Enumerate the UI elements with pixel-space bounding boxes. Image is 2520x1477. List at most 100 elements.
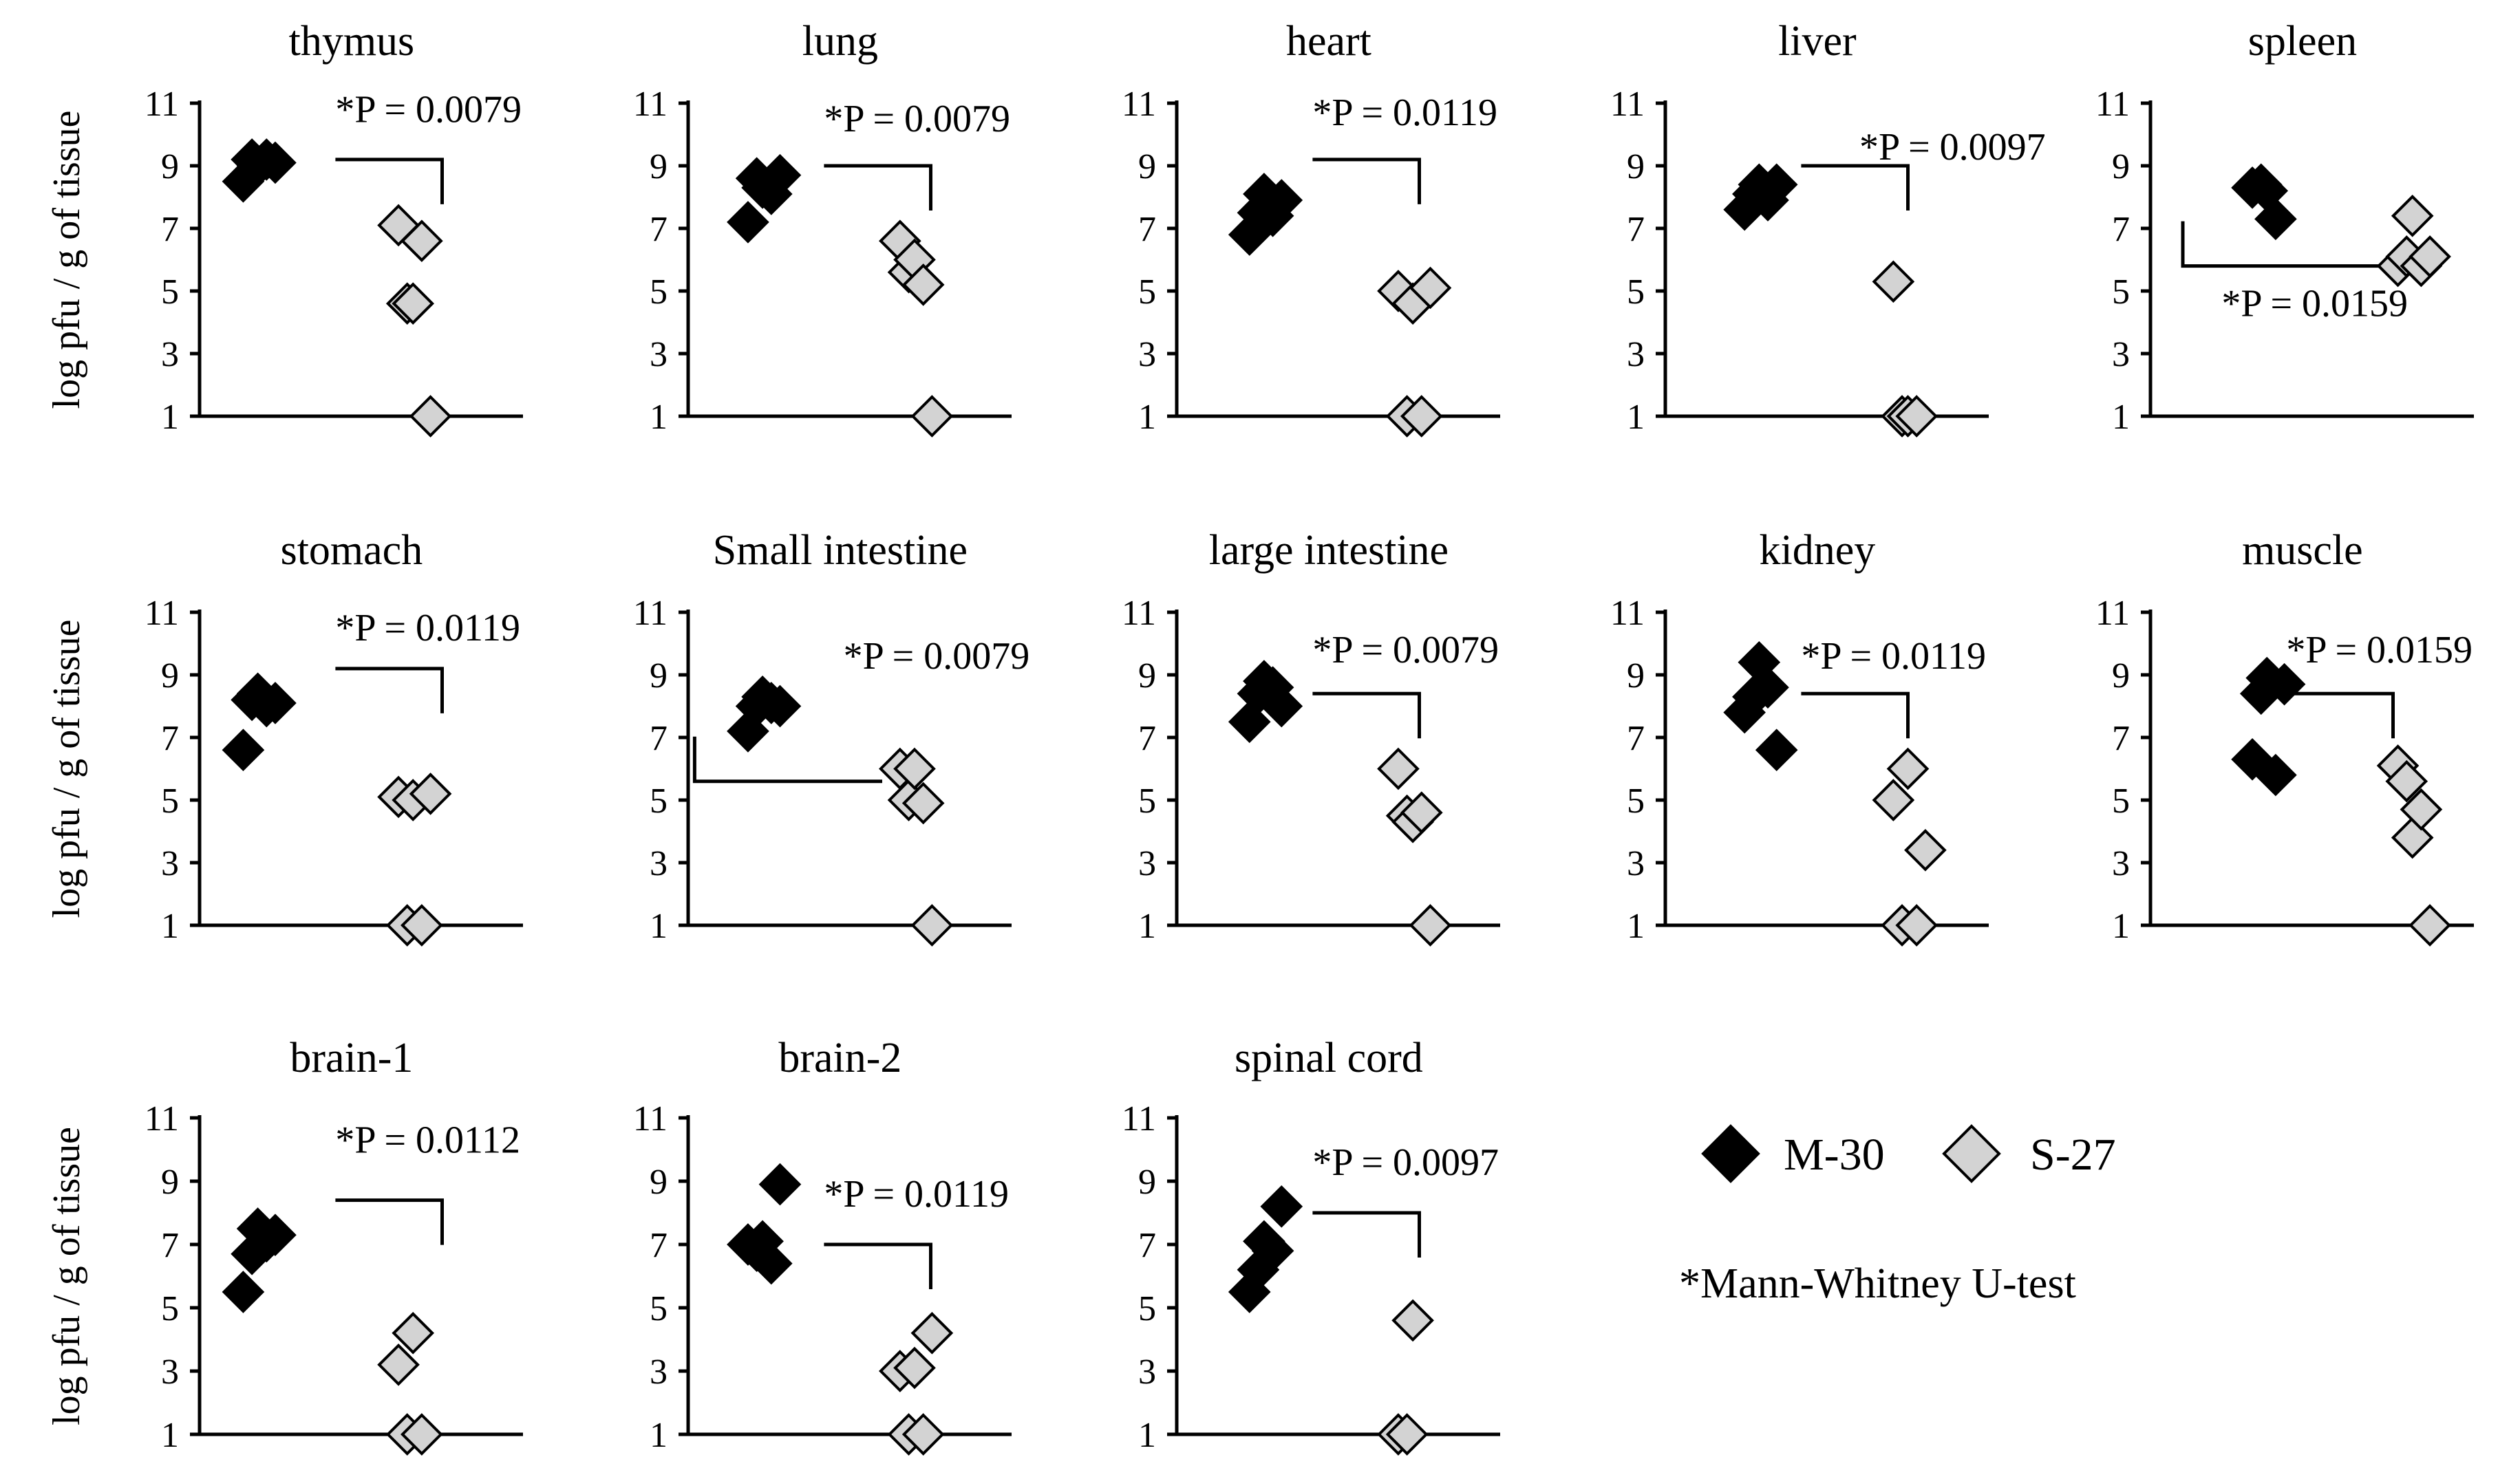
y-tick-label: 11: [2095, 85, 2130, 124]
p-value-label: *P = 0.0079: [824, 98, 1010, 140]
s27-point: [2409, 235, 2451, 278]
panel-title: heart: [1286, 18, 1371, 65]
s27-point: [2409, 904, 2451, 947]
y-tick-label: 3: [650, 335, 668, 374]
y-tick-label: 9: [1138, 1163, 1156, 1202]
panel-heart: heart 1 3 5 7 9 11 *P = 0.0119: [1122, 18, 1500, 438]
panel-brain-1: brain-1 1 3 5 7 9 11 log pfu / g of tissue *P = …: [45, 1035, 523, 1456]
s27-point: [401, 219, 443, 263]
s27-point: [1895, 395, 1939, 438]
panel-small-intestine: Small intestine 1 3 5 7 9 11 *P = 0.0079: [633, 527, 1030, 947]
s27-point: [893, 1346, 936, 1390]
s27-point: [893, 747, 936, 790]
y-tick-label: 5: [1138, 1289, 1156, 1328]
y-tick-label: 7: [1138, 210, 1156, 249]
s27-point: [409, 395, 452, 438]
significance-bracket: [824, 1242, 932, 1289]
y-tick-label: 1: [2112, 907, 2130, 946]
m30-point: [758, 1163, 802, 1206]
panel-title: lung: [802, 18, 878, 65]
y-axis-label: log pfu / g of tissue: [45, 111, 88, 409]
m30-point: [1755, 163, 1798, 206]
y-tick-label: 7: [2112, 719, 2130, 758]
y-tick-label: 1: [650, 1416, 668, 1455]
y-tick-label: 9: [1627, 656, 1645, 696]
y-axis-label: log pfu / g of tissue: [45, 1127, 88, 1425]
m30-point: [1755, 729, 1798, 772]
significance-bracket: [335, 667, 444, 713]
panel-title: thymus: [289, 18, 415, 65]
s27-point: [910, 904, 954, 947]
legend-m30-label: M-30: [1784, 1130, 1885, 1180]
s27-point: [401, 904, 443, 947]
y-tick-label: 1: [1138, 907, 1156, 946]
s27-point: [1385, 1413, 1429, 1456]
s27-point: [2391, 194, 2434, 237]
s27-point: [1400, 791, 1443, 834]
y-tick-label: 1: [161, 398, 179, 437]
y-tick-label: 7: [1627, 719, 1645, 758]
s27-point: [1400, 395, 1443, 438]
s27-point: [392, 1311, 435, 1355]
y-tick-label: 3: [161, 335, 179, 374]
y-tick-label: 7: [2112, 210, 2130, 249]
p-value-label: *P = 0.0159: [2286, 629, 2473, 671]
s27-point: [401, 1413, 443, 1456]
y-tick-label: 7: [650, 1226, 668, 1265]
panel-muscle: muscle 1 3 5 7 9 11 *P = 0.0159: [2095, 527, 2474, 947]
y-tick-label: 3: [2112, 844, 2130, 883]
m30-point: [1260, 179, 1303, 222]
significance-bracket: [335, 158, 444, 204]
s27-point: [2385, 759, 2428, 803]
y-tick-label: 1: [1627, 398, 1645, 437]
panel-liver: liver 1 3 5 7 9 11 *P = 0.0097: [1610, 18, 2046, 438]
y-tick-label: 7: [161, 1226, 179, 1265]
s27-point: [901, 781, 945, 825]
y-tick-label: 5: [650, 272, 668, 312]
y-tick-label: 11: [1610, 85, 1645, 124]
panel-title: stomach: [281, 527, 423, 574]
s27-point: [1872, 779, 1915, 821]
p-value-label: *P = 0.0119: [824, 1173, 1009, 1216]
y-tick-label: 9: [650, 1163, 668, 1202]
panel-brain-2: brain-2 1 3 5 7 9 11 *P = 0.0119: [633, 1035, 1012, 1456]
s27-point: [901, 263, 945, 306]
significance-bracket: [2181, 221, 2426, 268]
y-tick-label: 7: [161, 719, 179, 758]
y-axis-label: log pfu / g of tissue: [45, 620, 88, 918]
m30-point: [254, 682, 297, 724]
y-tick-label: 3: [1627, 335, 1645, 374]
y-tick-label: 5: [161, 1289, 179, 1328]
panel-title: brain-1: [290, 1035, 413, 1081]
s27-point: [2400, 788, 2443, 831]
y-tick-label: 1: [2112, 398, 2130, 437]
s27-point: [1391, 1299, 1434, 1342]
y-tick-label: 11: [1610, 594, 1645, 633]
y-tick-label: 7: [1138, 719, 1156, 758]
y-tick-label: 11: [633, 85, 668, 124]
significance-bracket: [1312, 158, 1421, 204]
s27-point: [910, 395, 954, 438]
y-tick-label: 5: [2112, 272, 2130, 312]
m30-point: [222, 729, 265, 772]
panel-title: Small intestine: [713, 527, 968, 574]
y-tick-label: 5: [650, 781, 668, 821]
p-value-label: *P = 0.0119: [1312, 91, 1497, 134]
y-tick-label: 5: [1627, 781, 1645, 821]
significance-bracket: [335, 1198, 444, 1245]
panel-title: liver: [1778, 18, 1857, 65]
y-tick-label: 11: [1122, 85, 1156, 124]
y-tick-label: 9: [1627, 147, 1645, 186]
y-tick-label: 5: [161, 781, 179, 821]
y-tick-label: 3: [1138, 335, 1156, 374]
y-tick-label: 11: [145, 594, 179, 633]
p-value-label: *P = 0.0079: [844, 635, 1030, 678]
y-tick-label: 9: [1138, 656, 1156, 696]
s27-point: [392, 282, 435, 325]
y-tick-label: 9: [650, 147, 668, 186]
p-value-label: *P = 0.0119: [1801, 635, 1986, 678]
y-tick-label: 1: [161, 1416, 179, 1455]
m30-point: [254, 141, 297, 184]
y-tick-label: 5: [2112, 781, 2130, 821]
